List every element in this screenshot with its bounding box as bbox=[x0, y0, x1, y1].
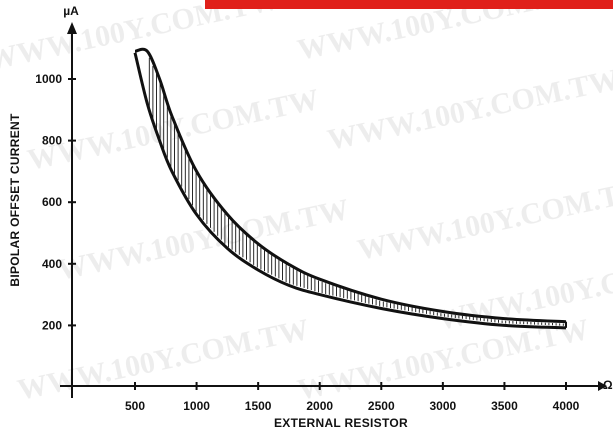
top-banner bbox=[205, 0, 613, 9]
y-tick-label: 1000 bbox=[35, 72, 62, 86]
x-tick-label: 500 bbox=[125, 399, 145, 413]
axes bbox=[60, 22, 607, 398]
x-tick-label: 3500 bbox=[491, 399, 518, 413]
y-ticks: 200 400 600 800 1000 bbox=[35, 72, 76, 332]
watermark-text: WWW.100Y.COM.TW bbox=[0, 0, 282, 77]
x-tick-label: 1000 bbox=[183, 399, 210, 413]
y-tick-label: 600 bbox=[42, 195, 62, 209]
watermark-text: WWW.100Y.COM.TW bbox=[325, 63, 613, 157]
watermark-layer: WWW.100Y.COM.TW WWW.100Y.COM.TWWWW.100Y.C… bbox=[0, 0, 613, 407]
x-ticks: 500 1000 1500 2000 2500 3000 3500 4000 bbox=[125, 382, 580, 413]
y-tick-label: 800 bbox=[42, 134, 62, 148]
y-tick-label: 400 bbox=[42, 257, 62, 271]
y-axis-arrow bbox=[67, 22, 77, 34]
band-group bbox=[133, 47, 567, 330]
x-axis-unit: Ω bbox=[603, 378, 613, 392]
x-tick-label: 2000 bbox=[306, 399, 333, 413]
x-tick-label: 4000 bbox=[553, 399, 580, 413]
watermark-text: WWW.100Y.COM.TW bbox=[25, 83, 322, 177]
y-axis-title: BIPOLAR OFFSET CURRENT bbox=[8, 113, 22, 287]
x-axis-arrow bbox=[598, 381, 607, 391]
lower-bound-curve bbox=[133, 52, 567, 330]
x-tick-label: 2500 bbox=[368, 399, 395, 413]
x-tick-label: 1500 bbox=[245, 399, 272, 413]
x-tick-label: 3000 bbox=[430, 399, 457, 413]
watermark-text: WWW.100Y.COM.TW bbox=[355, 173, 613, 267]
upper-bound-curve bbox=[134, 47, 567, 324]
y-axis-unit: µA bbox=[63, 4, 79, 18]
y-tick-label: 200 bbox=[42, 318, 62, 332]
x-axis-title: EXTERNAL RESISTOR bbox=[274, 416, 408, 430]
watermark-text: WWW.100Y.COM.TW bbox=[295, 0, 592, 67]
